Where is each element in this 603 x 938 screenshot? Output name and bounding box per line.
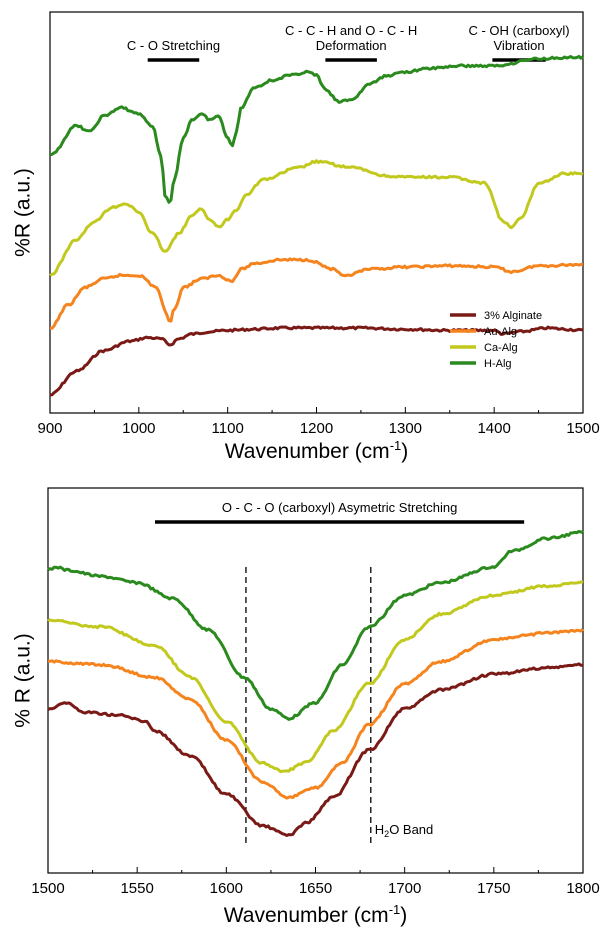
legend-label: Ca-Alg bbox=[484, 342, 518, 354]
series-line-3-alginate bbox=[49, 325, 584, 397]
x-tick-label: 1100 bbox=[212, 420, 244, 437]
x-tick-label: 1000 bbox=[122, 420, 155, 437]
x-tick-label: 1500 bbox=[31, 880, 64, 897]
x-tick-label: 1700 bbox=[388, 880, 421, 897]
annotation-label: C - O Stretching bbox=[127, 38, 220, 53]
legend-label: 3% Alginate bbox=[484, 310, 542, 322]
x-tick-label: 1500 bbox=[566, 420, 599, 437]
series-line-au-alg bbox=[47, 627, 585, 800]
chart-top-panel: 900 1000 1100 1200 1300 1400 1500 Wavenumber (c… bbox=[12, 11, 600, 463]
x-tick-label: 1300 bbox=[389, 420, 422, 437]
y-axis-label: % R (a.u.) bbox=[12, 633, 35, 728]
y-axis-label: %R (a.u.) bbox=[12, 168, 35, 257]
x-tick-label: 1800 bbox=[566, 880, 599, 897]
annotation-label: C - OH (carboxyl) bbox=[468, 23, 569, 38]
annotation-label: Deformation bbox=[316, 38, 387, 53]
x-axis-label: Wavenumber (cm-1) bbox=[225, 438, 409, 463]
x-tick-label: 1750 bbox=[477, 880, 510, 897]
annotation-label: C - C - H and O - C - H bbox=[285, 23, 417, 38]
x-tick-label: 1550 bbox=[120, 880, 153, 897]
legend-label: H-Alg bbox=[484, 358, 512, 370]
legend-label: Au-Alg bbox=[484, 326, 517, 338]
series-line-h-alg bbox=[49, 54, 584, 204]
annotation-label: O - C - O (carboxyl) Asymetric Stretchin… bbox=[222, 500, 458, 515]
series-line-h-alg bbox=[47, 529, 584, 721]
x-tick-label: 1200 bbox=[300, 420, 333, 437]
x-tick-label: 900 bbox=[37, 420, 62, 437]
x-tick-label: 1600 bbox=[210, 880, 243, 897]
x-tick-label: 1400 bbox=[477, 420, 510, 437]
x-tick-label: 1650 bbox=[299, 880, 332, 897]
reference-line-label: H2O Band bbox=[375, 822, 434, 839]
series-line-3-alginate bbox=[47, 662, 583, 837]
x-axis-label: Wavenumber (cm-1) bbox=[224, 902, 408, 927]
chart-bottom-panel: 1500 1550 1600 1650 1700 1750 1800 Wavenumber (… bbox=[12, 487, 600, 927]
series-line-au-alg bbox=[49, 257, 584, 330]
series-line-ca-alg bbox=[47, 580, 584, 774]
annotation-label: Vibration bbox=[494, 38, 545, 53]
series-line-ca-alg bbox=[49, 159, 584, 277]
